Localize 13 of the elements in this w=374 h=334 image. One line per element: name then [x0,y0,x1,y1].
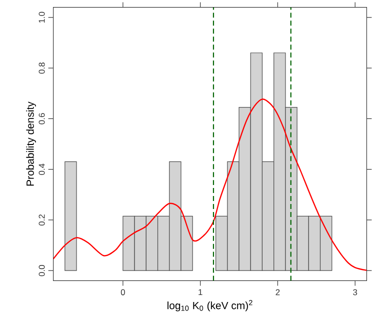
x-tick-label: 2 [276,289,280,296]
x-tick-label: 0 [120,289,125,296]
y-tick-label: 0.4 [38,164,45,175]
x-tick-label: 1 [198,289,202,296]
x-tick-label: 3 [353,289,358,296]
y-tick-label: 0.6 [38,113,45,124]
y-tick-label: 0.0 [38,265,45,276]
y-tick-label: 0.2 [38,214,45,226]
y-axis-title: Probability density [26,102,36,186]
y-tick-label: 1.0 [38,12,45,23]
x-axis-title: log$_{10}$ K$_{0}$ (keV cm)$^{2}$ [168,300,252,312]
y-tick-label: 0.8 [38,62,45,74]
line-series [53,98,367,271]
